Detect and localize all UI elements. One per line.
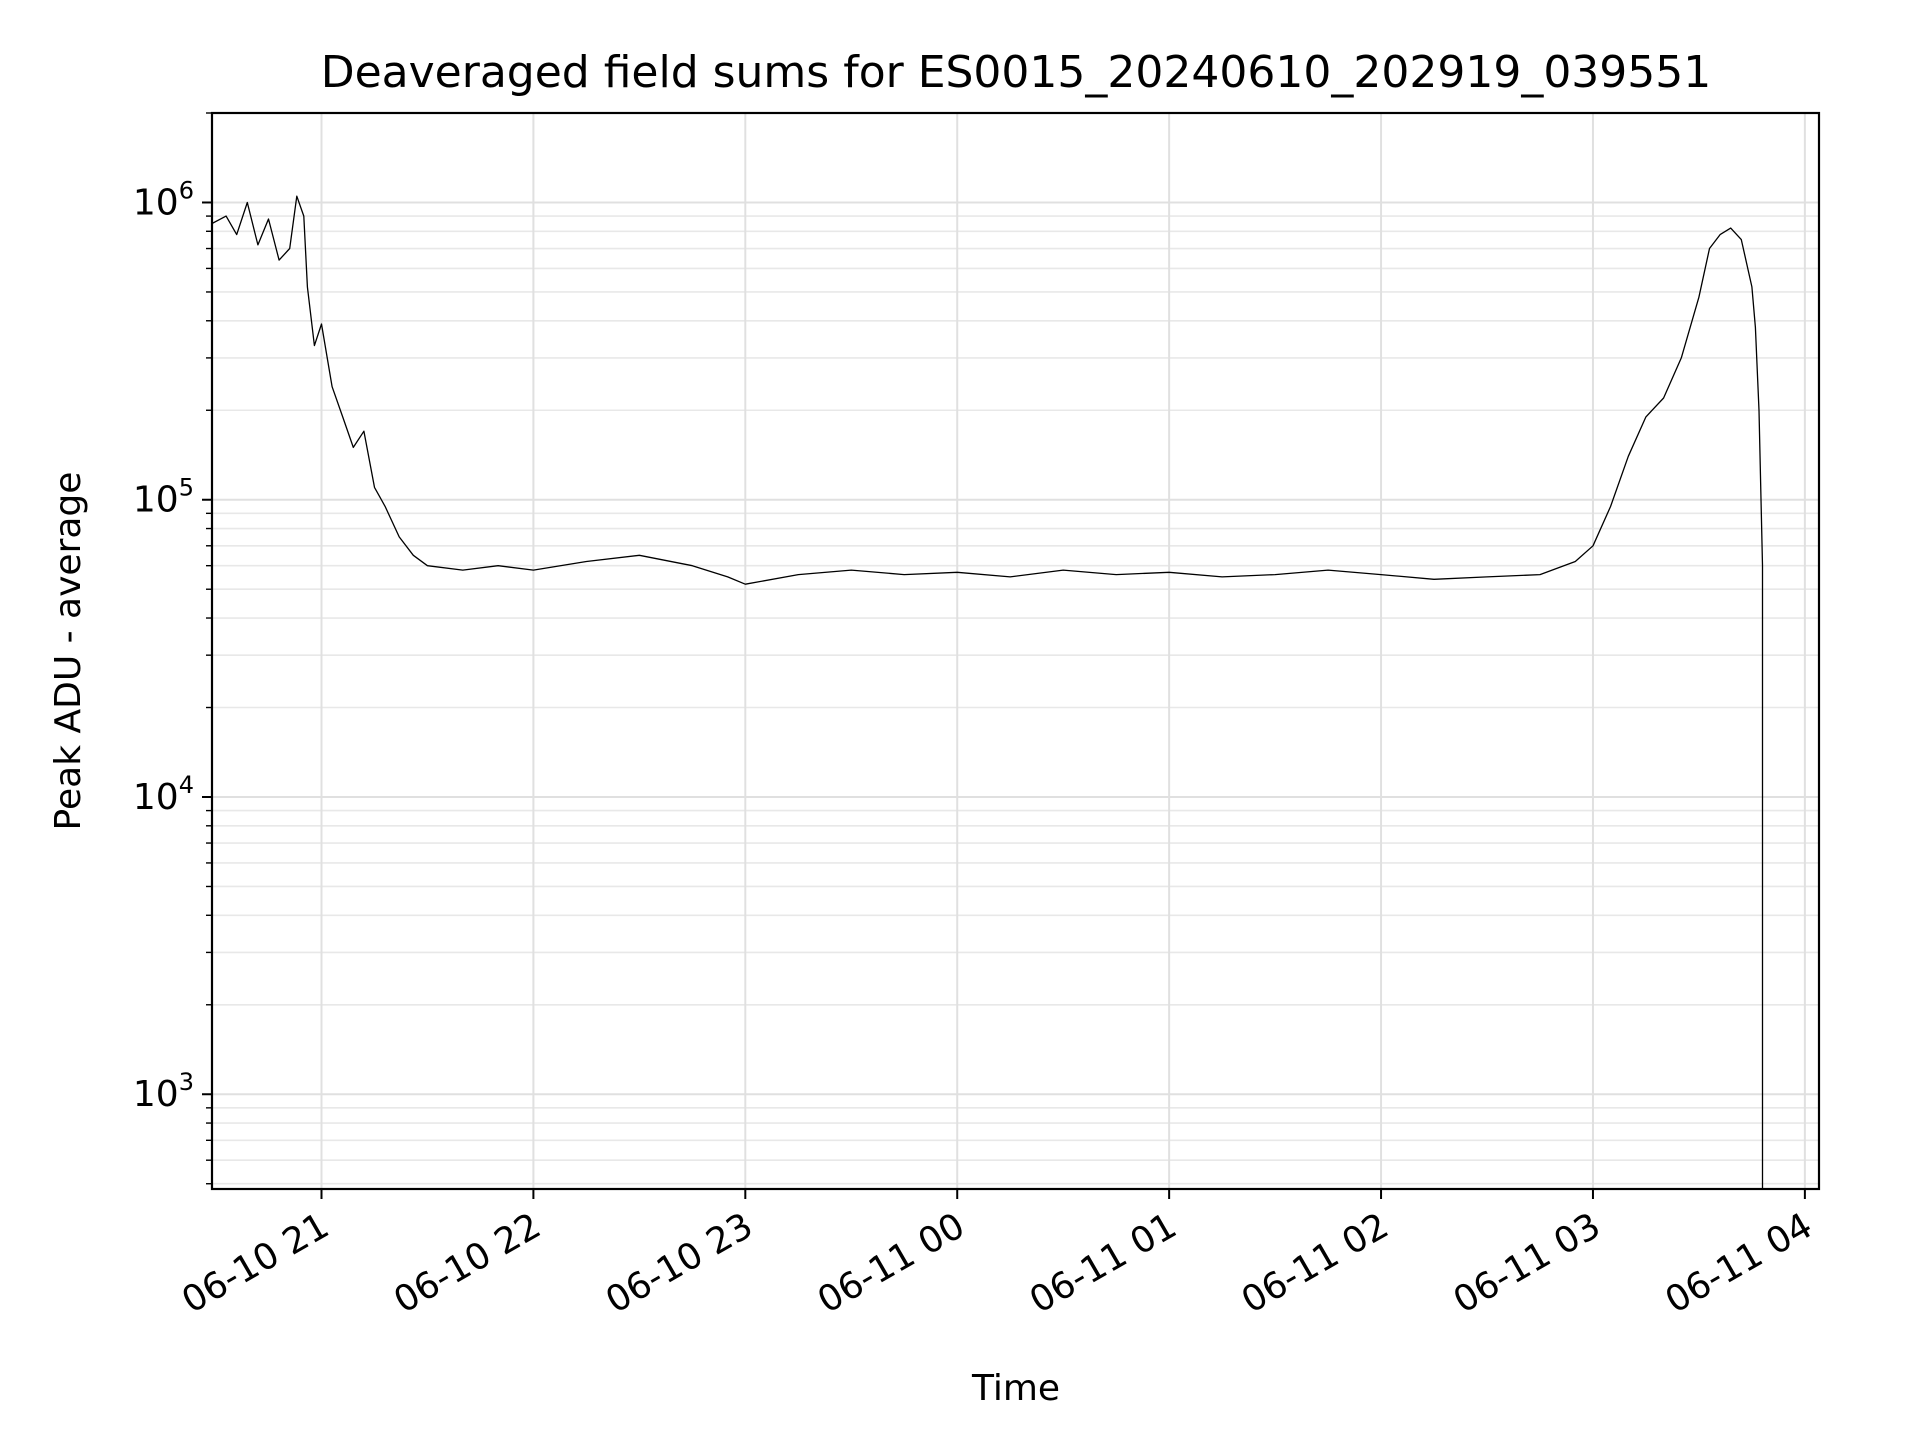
chart-title: Deaveraged field sums for ES0015_2024061… [321,47,1712,98]
x-axis: 06-10 21 06-10 22 06-10 23 06-11 00 06-11 01… [175,1189,1819,1322]
y-axis: 103 104 105 106 [133,112,212,1185]
series-line [212,195,1764,1189]
x-tick-label: 06-10 23 [599,1205,760,1321]
y-tick-label: 106 [133,176,194,223]
y-tick-label: 103 [133,1068,194,1115]
series-layer [212,195,1764,1189]
x-tick-label: 06-11 03 [1447,1205,1608,1321]
x-tick-label: 06-10 21 [175,1205,336,1321]
x-tick-label: 06-11 02 [1235,1205,1396,1321]
x-tick-label: 06-11 04 [1659,1205,1820,1321]
x-tick-label: 06-11 00 [811,1205,972,1321]
x-tick-label: 06-11 01 [1023,1205,1184,1321]
y-tick-label: 105 [133,474,194,521]
x-axis-label: Time [971,1368,1060,1409]
y-tick-label: 104 [133,771,194,818]
x-tick-label: 06-10 22 [387,1205,548,1321]
plot-frame [210,111,1821,1191]
y-axis-label: Peak ADU - average [48,472,89,831]
grid [212,112,1819,1189]
